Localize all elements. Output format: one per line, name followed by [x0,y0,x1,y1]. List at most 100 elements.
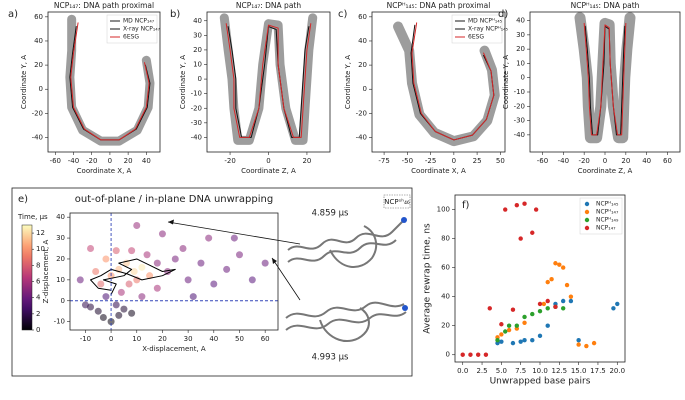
data-point [184,276,192,284]
y-tick-label: -30 [191,119,202,127]
y-axis-label: Z-displacement, A [42,239,50,303]
x-tick-label: -60 [537,157,548,165]
x-tick-label: 0 [108,157,112,165]
legend-label: NCPᴴ₁₄₅ [596,201,619,208]
data-point [94,307,102,315]
y-tick-label: 10 [516,59,525,67]
x-tick-label: 60 [261,335,270,343]
y-tick-label: 20 [56,255,65,263]
dna-strand [329,225,378,268]
x-axis-label: Coordinate Z, A [578,167,633,175]
y-tick-label: 40 [516,17,525,25]
dna-structure-bottom [285,301,408,343]
dna-strand [319,307,370,343]
data-point [522,201,527,206]
y-tick-label: -10 [54,318,65,326]
data-point [87,245,95,253]
y-axis-label: Coordinate Y, A [344,55,352,109]
data-point [510,340,516,346]
x-axis-label: X-displacement, A [142,345,206,353]
colorbar-tick-label: 2 [36,310,40,318]
colorbar-tick-label: 6 [36,278,41,286]
data-point [223,265,231,273]
data-point [553,304,558,310]
y-axis-label: Average rewrap time, ns [423,223,433,334]
data-point [537,333,543,339]
data-point [568,294,574,299]
data-point [568,298,574,304]
y-tick-label: 60 [441,264,450,272]
legend-label: X-ray NCPᴴ₁₄₅ [468,26,509,33]
x-tick-label: 15.0 [571,367,587,375]
x-tick-label: 20 [124,157,133,165]
data-point [179,245,187,253]
colorbar-tick-label: 10 [36,245,45,253]
dna-strand [287,217,407,251]
x-tick-label: -20 [578,157,589,165]
data-point [584,343,589,349]
x-axis-label: Coordinate Z, A [241,167,296,175]
data-point [235,251,243,259]
x-tick-label: -40 [558,157,569,165]
data-point [460,352,465,357]
plot-area [393,21,500,147]
x-tick-label: 30 [184,335,193,343]
legend-box [451,14,503,44]
panel-label: c) [338,9,347,20]
axes-frame [371,11,506,153]
x-tick-label: 0 [452,157,456,165]
y-tick-label: 0 [198,75,202,83]
data-point [92,268,100,275]
arrowhead [272,258,277,264]
data-point [576,342,581,347]
y-tick-label: 30 [56,234,65,242]
x-tick-label: 7.5 [515,367,526,375]
data-point [545,323,550,328]
y-tick-label: -10 [514,88,525,96]
series-line [583,22,627,136]
x-tick-label: 60 [663,157,672,165]
chart-title: NCPᴴ₁₄₅: DNA path proximal [387,1,491,10]
plot-area [574,12,636,144]
data-point [611,306,616,311]
legend-label: NCP₁₄₇ [596,225,616,232]
data-point [499,332,504,337]
panel-label: d) [498,9,508,20]
plot-area [65,14,155,146]
data-point [522,338,527,343]
x-tick-label: -75 [378,157,389,165]
data-point [138,263,146,271]
x-tick-label: 10.0 [532,367,548,375]
y-tick-label: 0 [39,85,43,93]
data-point [125,280,133,288]
x-tick-label: 10 [132,335,141,343]
panel: f) Unwrapped base pairs Average rewrap tim… [423,194,626,387]
panel-label: f) [462,200,470,211]
panel: d) NCPᴴ₁₄₅: DNA path Coordinate Z, A Coordi… [498,1,681,175]
arrow [271,257,301,301]
data-point [499,322,504,327]
panel: c) NCPᴴ₁₄₅: DNA path proximal Coordinate X… [338,1,509,175]
axes-frame [454,194,626,363]
y-tick-label: -20 [514,102,525,110]
x-axis-label: Unwrapped base pairs [490,377,591,387]
y-tick-label: 0 [446,351,450,359]
axes-frame [529,11,681,153]
panel-label: b) [170,9,180,20]
data-point [503,329,508,334]
y-tick-label: 10 [193,61,202,69]
plot-area [70,213,278,330]
x-tick-label: -10 [80,335,91,343]
panel-e-frame [11,187,413,377]
annotation: 4.859 µs [312,209,349,219]
data-point [261,259,269,267]
plot-area [219,13,318,145]
y-tick-label: 0 [521,74,525,82]
data-point [130,268,138,275]
colorbar-label: Time, µs [17,213,48,221]
x-tick-label: -20 [224,157,235,165]
series-line [584,25,626,136]
y-tick-label: -40 [32,134,43,142]
data-point [537,301,543,307]
